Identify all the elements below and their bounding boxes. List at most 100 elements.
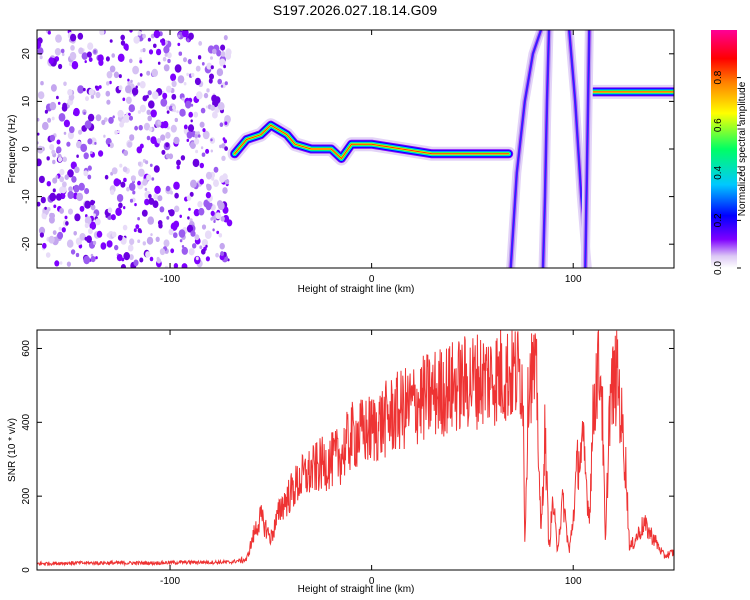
noise-blob [210, 138, 213, 142]
noise-blob [197, 55, 202, 60]
noise-blob [113, 71, 119, 79]
noise-blob [221, 143, 226, 149]
noise-blob [123, 150, 129, 156]
noise-blob [106, 240, 113, 248]
noise-blob [50, 84, 57, 92]
noise-blob [168, 209, 175, 217]
colorbar-gradient [711, 30, 737, 268]
noise-blob [77, 85, 84, 94]
noise-blob [120, 40, 126, 46]
noise-blob [186, 224, 194, 233]
noise-blob [118, 74, 122, 79]
noise-blob [69, 51, 77, 61]
noise-blob [156, 48, 162, 56]
noise-blob [210, 104, 216, 111]
noise-blob [187, 216, 190, 220]
noise-blob [87, 138, 93, 145]
noise-blob [76, 140, 82, 149]
noise-blob [49, 192, 57, 202]
noise-blob [219, 144, 222, 149]
noise-blob [181, 245, 185, 248]
snr-ytick-label: 400 [21, 414, 32, 431]
noise-blob [66, 261, 71, 267]
noise-blob [90, 199, 95, 206]
noise-blob [201, 248, 206, 255]
noise-blob [218, 233, 223, 238]
noise-blob [79, 233, 86, 241]
noise-blob [178, 229, 186, 238]
noise-blob [137, 82, 141, 86]
noise-blob [199, 162, 204, 169]
noise-blob [137, 239, 141, 243]
noise-blob [56, 95, 59, 100]
noise-blob [58, 63, 63, 70]
noise-blob [122, 166, 128, 173]
noise-blob [94, 85, 98, 89]
noise-blob [48, 235, 55, 244]
noise-blob [109, 39, 113, 43]
noise-blob [123, 43, 129, 50]
noise-blob [117, 234, 123, 241]
noise-blob [38, 91, 45, 100]
noise-blob [206, 184, 212, 191]
noise-blob [64, 215, 68, 220]
noise-blob [203, 92, 209, 99]
noise-blob [152, 200, 159, 208]
noise-blob [129, 134, 135, 141]
spectrogram-ytick-label: -10 [21, 189, 32, 204]
noise-blob [154, 185, 161, 194]
noise-blob [82, 87, 86, 92]
noise-blob [90, 256, 96, 263]
noise-blob [173, 263, 179, 268]
noise-blob [162, 92, 168, 100]
noise-blob [45, 252, 51, 258]
noise-blob [219, 122, 224, 127]
noise-blob [151, 68, 158, 77]
noise-blob [37, 117, 40, 122]
noise-blob [84, 216, 92, 225]
noise-blob [116, 194, 124, 202]
noise-blob [94, 141, 97, 145]
noise-blob [84, 120, 92, 129]
noise-blob [59, 168, 65, 176]
noise-blob [132, 65, 140, 75]
noise-blob [183, 124, 188, 130]
noise-blob [118, 85, 123, 91]
noise-blob [73, 231, 77, 236]
noise-blob [170, 248, 175, 254]
noise-blob [49, 101, 57, 111]
noise-blob [138, 124, 143, 131]
noise-blob [147, 37, 151, 42]
noise-blob [190, 103, 194, 107]
noise-blob [173, 109, 177, 113]
noise-blob [57, 101, 61, 105]
noise-blob [38, 226, 46, 235]
noise-blob [188, 111, 193, 118]
noise-blob [224, 121, 228, 125]
noise-blob [78, 182, 85, 191]
noise-blob [224, 81, 228, 86]
noise-blob [166, 216, 170, 220]
noise-blob [176, 165, 180, 170]
noise-blob [84, 60, 87, 64]
noise-blob [109, 65, 116, 73]
spectrogram-ytick-label: 20 [21, 48, 32, 60]
noise-blob [156, 256, 160, 261]
noise-blob [202, 128, 206, 133]
noise-blob [55, 34, 62, 43]
noise-blob [177, 42, 181, 47]
noise-blob [55, 193, 62, 201]
noise-blob [165, 185, 171, 192]
noise-blob [185, 100, 192, 109]
noise-blob [112, 115, 115, 119]
noise-blob [48, 57, 54, 64]
snr-series-line [37, 330, 674, 567]
noise-blob [216, 68, 224, 77]
noise-blob [196, 91, 203, 100]
noise-blob [71, 176, 77, 183]
noise-blob [132, 190, 136, 195]
noise-blob [68, 186, 73, 192]
noise-blob [213, 166, 219, 173]
spectrogram-xtick-label: 0 [369, 274, 375, 285]
